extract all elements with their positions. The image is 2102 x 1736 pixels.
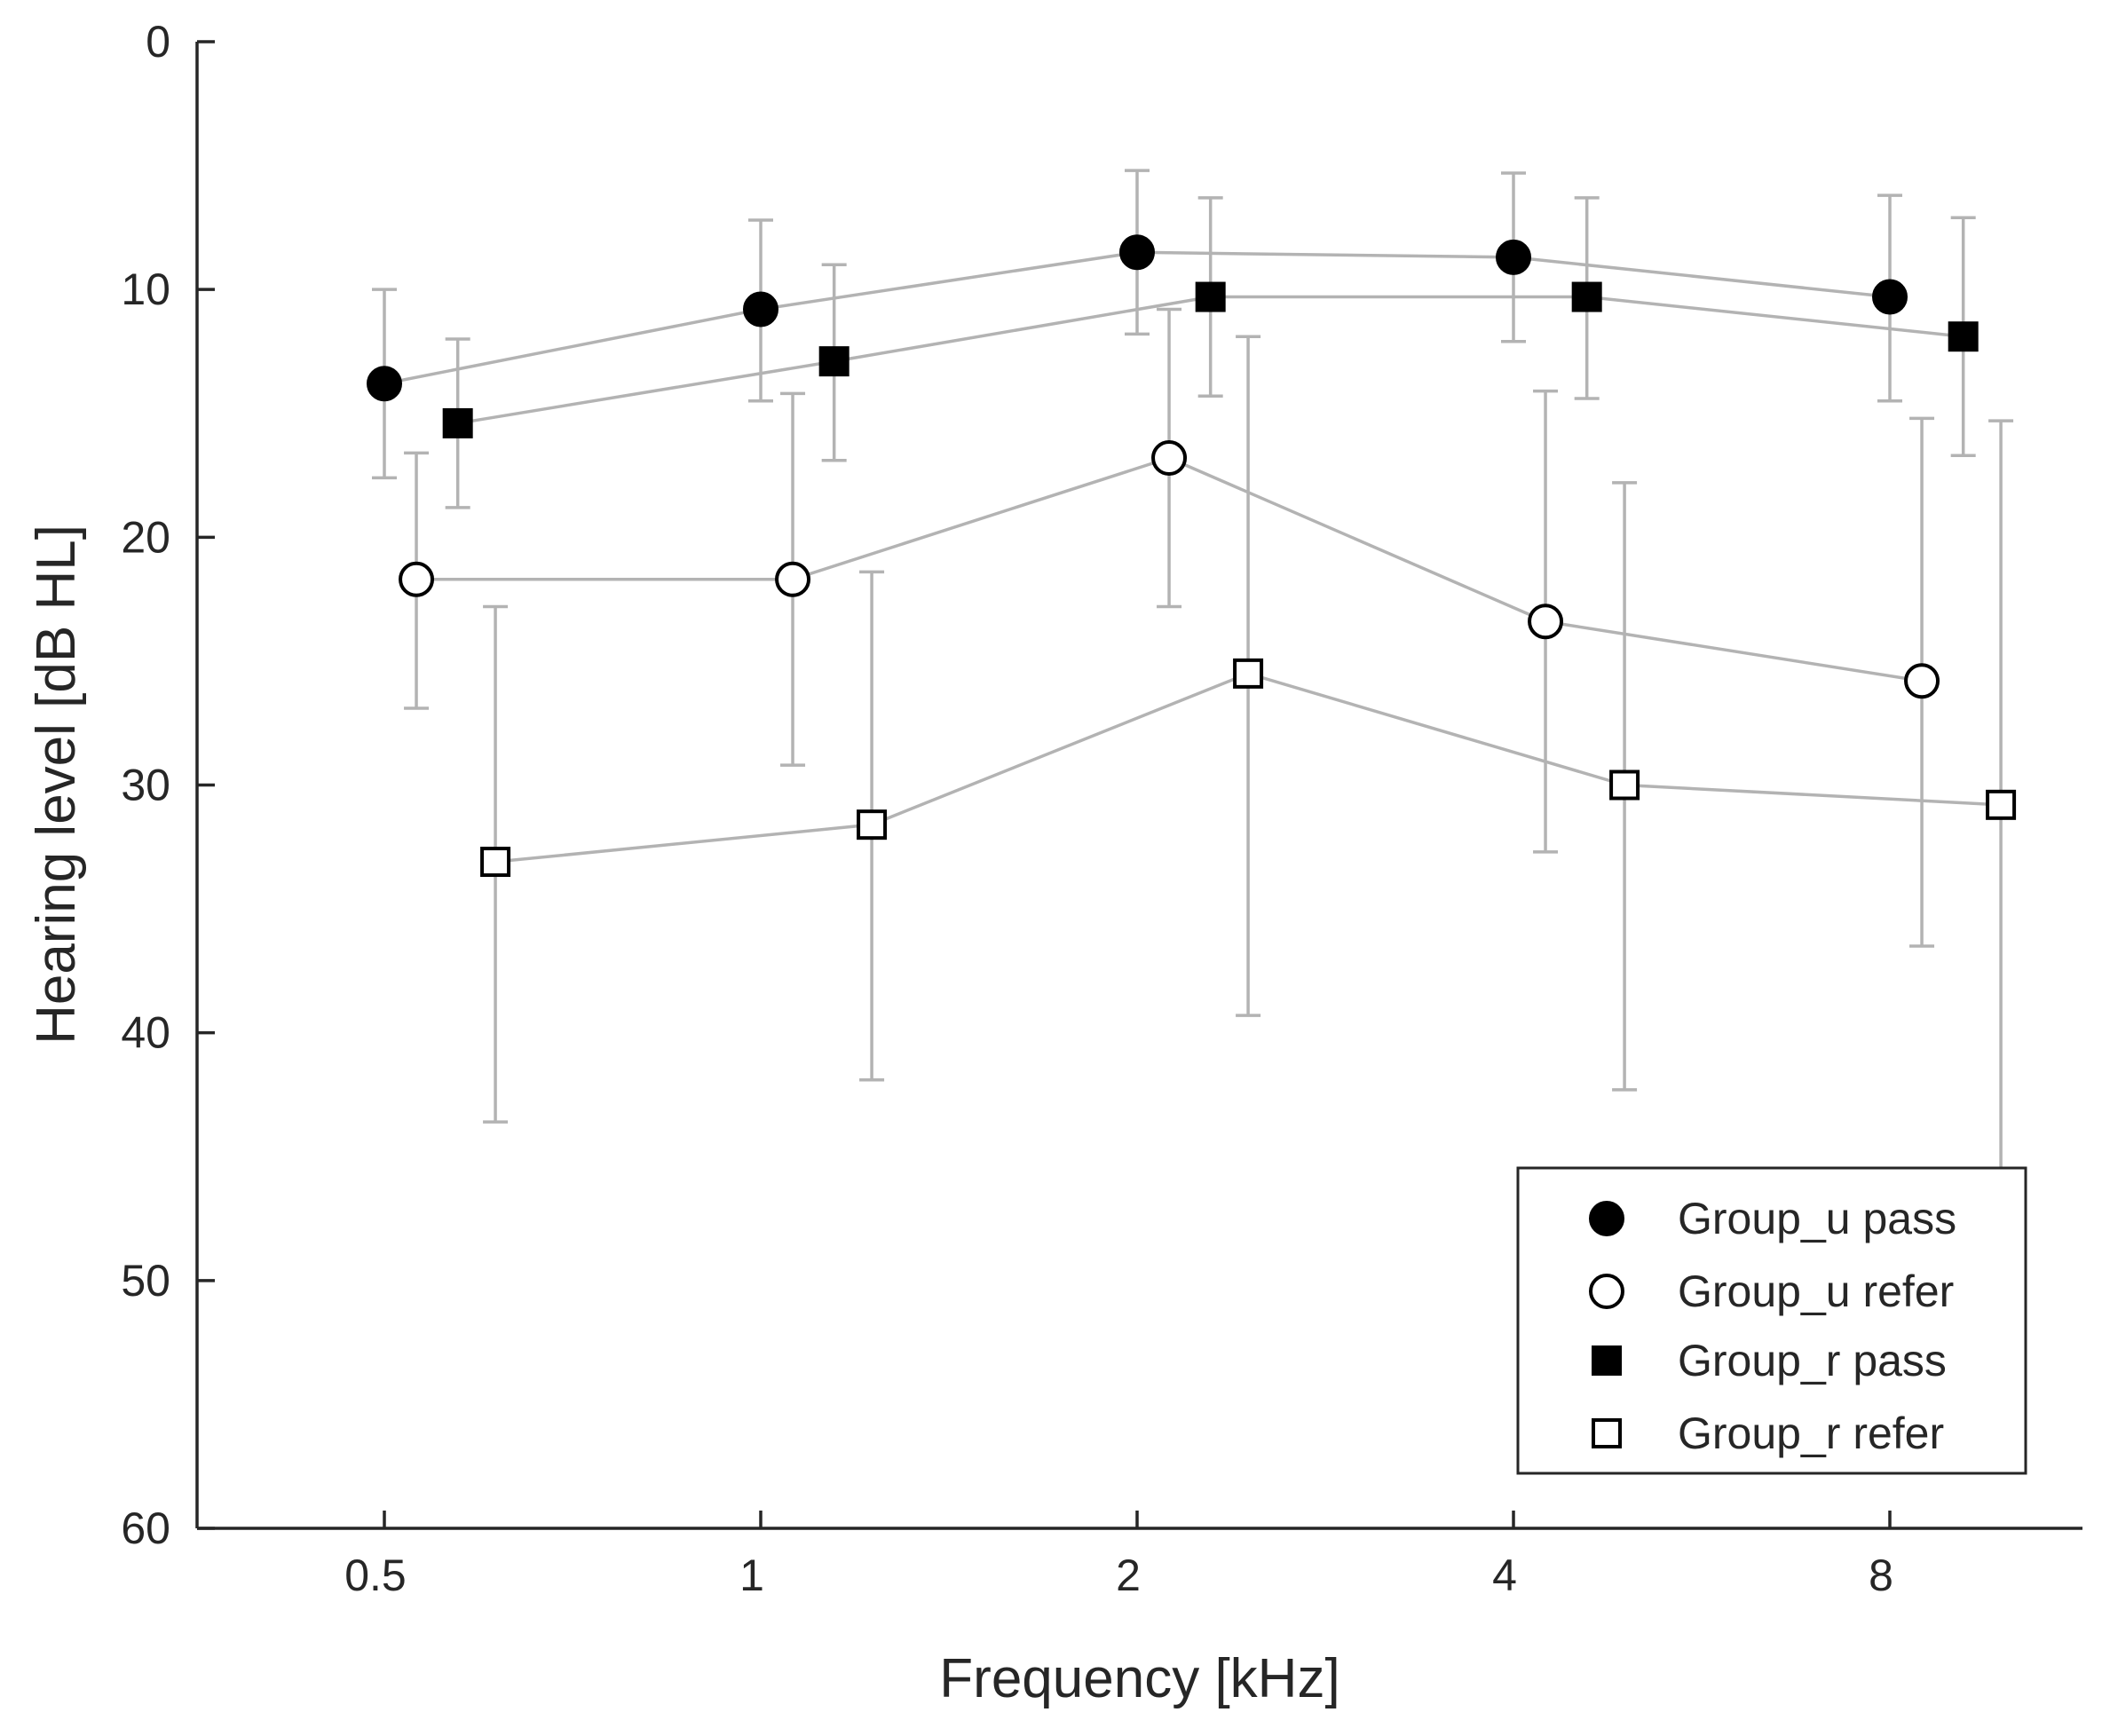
group-u-pass-point: [1119, 234, 1155, 271]
y-tick-label: 40: [121, 1008, 170, 1058]
series-lines: [383, 250, 2002, 864]
legend-label: Group_r refer: [1678, 1409, 1944, 1458]
y-tick-label: 50: [121, 1256, 170, 1306]
group-u-pass-point: [367, 366, 402, 402]
x-tick-label: 4: [1492, 1551, 1517, 1600]
legend-label: Group_r pass: [1678, 1336, 1947, 1385]
legend-entry-group-u-refer: Group_u refer: [1589, 1266, 1954, 1316]
legend-marker-group-r-pass: [1592, 1345, 1622, 1376]
x-axis-label: Frequency [kHz]: [939, 1648, 1339, 1709]
error-bars: [372, 169, 2014, 1191]
legend-entry-group-u-pass: Group_u pass: [1589, 1194, 1956, 1243]
y-tick-label: 60: [121, 1503, 170, 1553]
group-r-pass-point: [1571, 281, 1602, 312]
group-r-refer-point: [1233, 658, 1264, 689]
group-u-pass-point: [1496, 239, 1531, 275]
group-r-pass-point: [442, 407, 473, 438]
legend-label: Group_u pass: [1678, 1194, 1956, 1243]
series-markers: [367, 234, 2017, 878]
y-tick-label: 10: [121, 264, 170, 314]
group-r-refer-point: [1986, 789, 2017, 820]
group-r-refer-point: [480, 847, 511, 878]
group-u-pass-point: [1872, 279, 1908, 315]
group-u-refer-point: [775, 561, 811, 597]
y-axis-label: Hearing level [dB HL]: [26, 525, 87, 1045]
y-tick-label: 0: [146, 17, 170, 67]
group-u-refer-point: [1904, 663, 1940, 699]
group-r-refer-point: [857, 809, 888, 840]
legend-marker-group-r-refer: [1592, 1418, 1622, 1448]
group-r-pass-point: [818, 346, 849, 377]
group-r-pass-point: [1948, 321, 1979, 352]
group-r-pass-point: [1195, 281, 1226, 312]
x-tick-label: 2: [1116, 1551, 1141, 1600]
y-tick-label: 20: [121, 512, 170, 562]
group-u-refer-point: [1151, 440, 1188, 476]
legend-label: Group_u refer: [1678, 1266, 1954, 1316]
group-u-refer-point: [1528, 604, 1564, 640]
x-tick-label: 1: [739, 1551, 764, 1600]
legend-marker-group-u-refer: [1589, 1274, 1624, 1309]
group-u-refer-point: [399, 561, 435, 597]
legend: Group_u pass Group_u refer Group_r pass …: [1516, 1166, 2027, 1475]
legend-entry-group-r-pass: Group_r pass: [1592, 1336, 1947, 1385]
ticks: 0 10 20 30 40 50 60 0.5 1 2 4 8: [121, 17, 1893, 1600]
y-tick-label: 30: [121, 761, 170, 810]
group-u-pass-point: [743, 291, 778, 327]
x-tick-label: 8: [1869, 1551, 1893, 1600]
legend-entry-group-r-refer: Group_r refer: [1592, 1409, 1944, 1458]
legend-marker-group-u-pass: [1589, 1201, 1624, 1236]
group-r-refer-point: [1609, 769, 1640, 801]
x-tick-label: 0.5: [344, 1551, 407, 1600]
